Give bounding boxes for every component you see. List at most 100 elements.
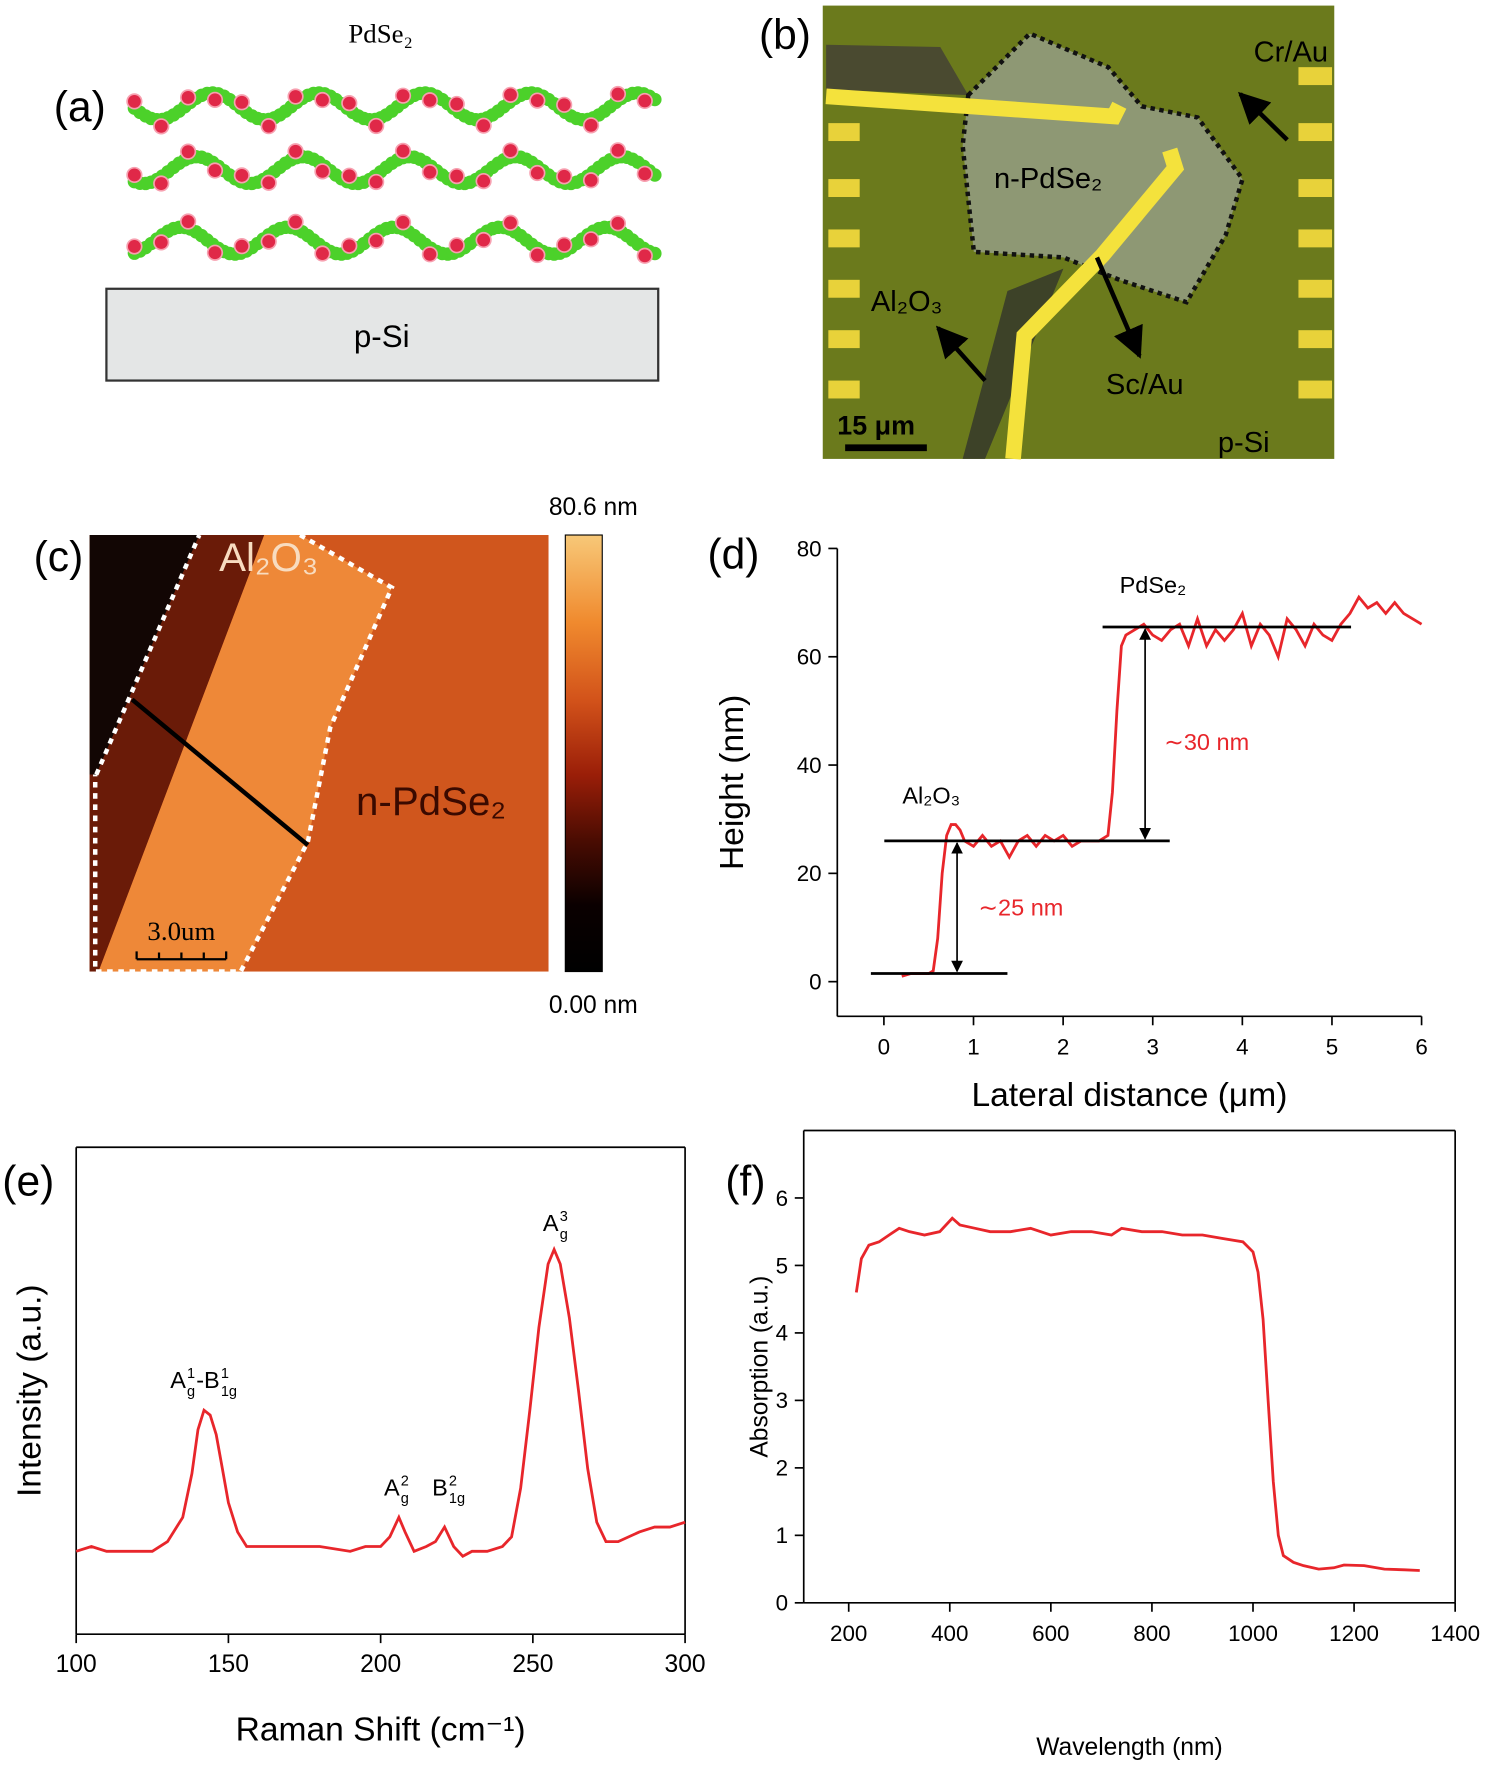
annotation: PdSe₂ xyxy=(1120,572,1187,598)
data-line xyxy=(854,1216,1420,1572)
pd-atom xyxy=(556,168,573,185)
y-tick-label: 80 xyxy=(797,536,822,561)
pad xyxy=(1298,380,1333,399)
crystal-layers xyxy=(126,85,662,264)
y-tick-label: 4 xyxy=(776,1321,788,1346)
y-tick-label: 5 xyxy=(776,1253,788,1278)
colorbar xyxy=(564,534,603,973)
arrow xyxy=(935,325,987,383)
y-tick-label: 6 xyxy=(776,1186,788,1211)
y-tick-label: 3 xyxy=(776,1388,788,1413)
annotation-sub: g xyxy=(401,1491,409,1507)
x-tick-label: 1400 xyxy=(1430,1621,1480,1646)
afm-region xyxy=(98,535,392,972)
pd-atom xyxy=(609,215,627,232)
pd-atom xyxy=(475,231,492,249)
y-tick-label: 0 xyxy=(809,969,821,994)
panel-b: (b) Cr/Au n-PdSe₂ Al₂O₃ Sc/Au 15 μm p-Si xyxy=(759,5,1335,460)
x-tick-label: 1200 xyxy=(1329,1621,1379,1646)
flake xyxy=(960,30,1245,305)
pd-atom xyxy=(287,213,304,231)
x-tick-label: 250 xyxy=(512,1651,553,1678)
pd-atom xyxy=(502,86,519,103)
label: n-PdSe₂ xyxy=(356,779,506,824)
pad xyxy=(828,229,860,248)
label: Al₂O₃ xyxy=(871,286,943,318)
electrode xyxy=(1005,147,1185,460)
pd-atom xyxy=(529,92,546,109)
pd-atom xyxy=(233,94,250,111)
y-axis-label: Intensity (a.u.) xyxy=(11,1284,48,1497)
colorbar-label: 80.6 nm xyxy=(549,494,638,521)
scale-bar xyxy=(135,951,228,961)
pd-atom xyxy=(341,237,358,254)
x-tick-label: 0 xyxy=(878,1034,890,1059)
y-tick-label: 40 xyxy=(797,753,822,778)
pd-atom xyxy=(233,167,250,184)
x-tick-label: 3 xyxy=(1147,1034,1159,1059)
substrate-label: p-Si xyxy=(354,319,410,354)
panel-label: (a) xyxy=(54,83,106,131)
pd-atom xyxy=(206,244,224,261)
chart: (f) 200 400 600 800 1000 1200 1400 0 1 2 3 4 5 6 Wavele… xyxy=(725,1129,1480,1761)
pd-atom xyxy=(368,117,385,135)
pad xyxy=(1298,179,1333,197)
pd-atom xyxy=(368,173,385,191)
pd-atom xyxy=(260,233,277,250)
pd-atom xyxy=(394,87,412,104)
pd-atom xyxy=(556,236,573,253)
pd-atom xyxy=(126,93,143,110)
pd-atom xyxy=(609,85,627,103)
panel-label: (f) xyxy=(725,1157,765,1205)
pad xyxy=(1298,229,1333,248)
pd-atom xyxy=(287,88,304,105)
pd-atom xyxy=(180,213,197,230)
pd-atom xyxy=(421,246,438,263)
x-axis-label: Raman Shift (cm⁻¹) xyxy=(236,1711,526,1748)
pd-atom xyxy=(475,173,492,190)
x-tick-label: 150 xyxy=(208,1651,249,1678)
pd-atom xyxy=(421,92,438,109)
x-tick-label: 2 xyxy=(1057,1034,1069,1059)
y-tick-label: 2 xyxy=(776,1456,788,1481)
pd-atom xyxy=(529,246,546,264)
pd-atom xyxy=(233,238,250,255)
pad xyxy=(1298,330,1333,349)
label: Al₂O₃ xyxy=(219,535,318,580)
arrow xyxy=(1094,256,1143,359)
pd-atom xyxy=(609,142,627,159)
pd-atom xyxy=(314,245,331,262)
shadow xyxy=(826,44,969,96)
pd-atom xyxy=(368,232,385,249)
scale-bar-label: 15 μm xyxy=(837,410,915,440)
pd-atom xyxy=(421,164,438,181)
panel-a: (a) PdSe₂ p-Si xyxy=(54,19,662,382)
pad xyxy=(1298,67,1333,86)
pd-atom xyxy=(260,174,277,191)
annotation-sub: 1g xyxy=(221,1384,237,1400)
data-line xyxy=(75,1245,686,1559)
pd-atom xyxy=(180,143,197,160)
annotation: Al₂O₃ xyxy=(902,783,960,809)
pd-atom xyxy=(341,167,358,184)
pd-atom xyxy=(314,163,331,180)
x-tick-label: 300 xyxy=(665,1651,706,1678)
pd-atom xyxy=(260,118,277,135)
pad xyxy=(828,123,860,142)
pad xyxy=(1298,279,1333,298)
y-axis-label: Height (nm) xyxy=(714,695,751,870)
pd-atom xyxy=(287,143,304,160)
pd-atom xyxy=(153,234,170,251)
pd-atom xyxy=(556,96,573,113)
pd-atom xyxy=(529,164,546,182)
pd-atom xyxy=(314,91,331,109)
pd-atom xyxy=(502,142,519,159)
annotation-sub: g xyxy=(560,1227,568,1243)
y-axis-label: Absorption (a.u.) xyxy=(747,1276,774,1458)
x-axis-label: Wavelength (nm) xyxy=(1036,1734,1222,1761)
x-tick-label: 400 xyxy=(931,1621,968,1646)
panel-label: (c) xyxy=(34,533,84,581)
